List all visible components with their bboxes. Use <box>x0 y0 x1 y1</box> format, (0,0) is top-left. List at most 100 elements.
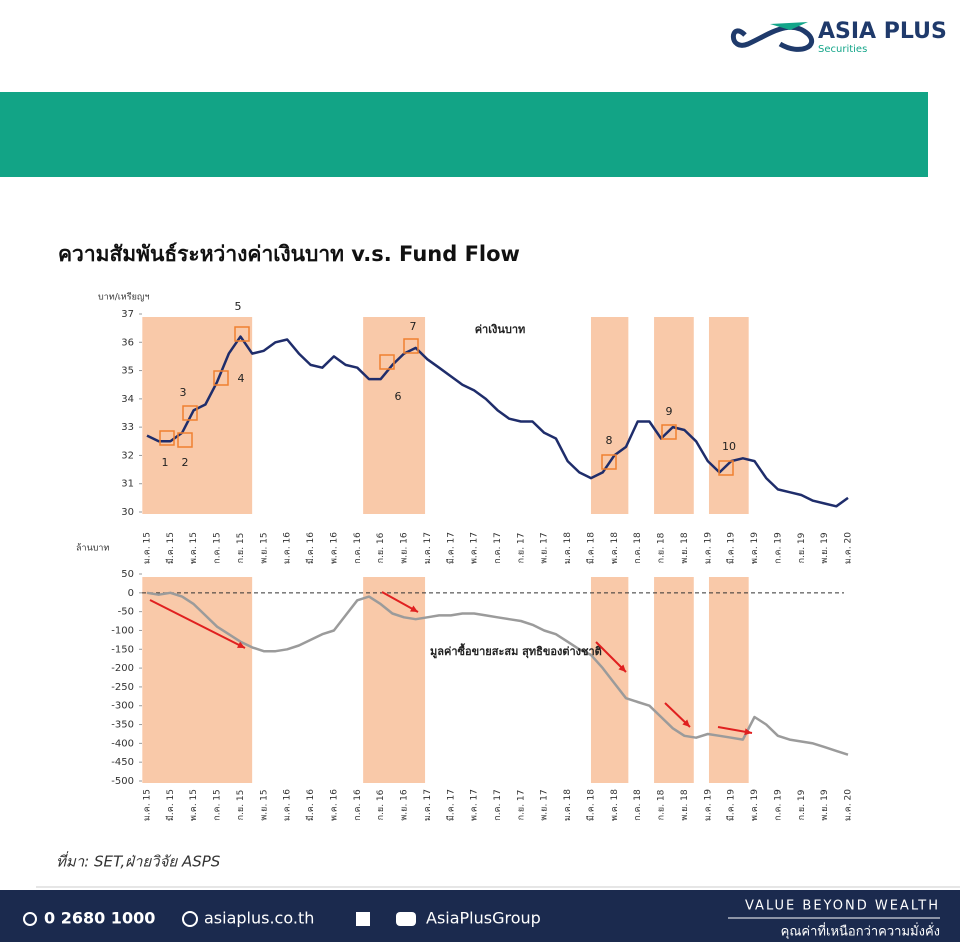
x-tick-label: ม.ค. 15 <box>143 532 153 564</box>
logo-text: ASIA PLUS <box>818 19 947 44</box>
x-tick-label: ม.ค. 15 <box>143 789 153 821</box>
x-tick-label: ก.ค. 16 <box>353 532 363 564</box>
x-tick-label: ก.ย. 19 <box>797 789 807 820</box>
annotation: 10 <box>722 440 736 453</box>
x-tick-label: ก.ย. 19 <box>797 532 807 563</box>
annotation: 4 <box>238 372 245 385</box>
logo-sub: Securities <box>818 44 867 55</box>
x-tick-label: ก.ย. 17 <box>516 533 526 564</box>
shaded-period <box>142 577 253 783</box>
annotation: 1 <box>162 456 169 469</box>
social-icon <box>356 912 370 926</box>
x-tick-label: ม.ค. 20 <box>844 532 854 564</box>
slogan-th: คุณค่าที่เหนือกว่าความมั่งคั่ง <box>781 923 940 940</box>
social: AsiaPlusGroup <box>426 909 541 928</box>
x-tick-label: พ.ย. 17 <box>540 789 550 820</box>
y-tick-label: -50 <box>118 607 134 618</box>
x-tick-label: มี.ค. 15 <box>165 789 176 821</box>
y-tick-label: -200 <box>111 663 134 674</box>
shaded-period <box>363 317 426 514</box>
phone: 0 2680 1000 <box>44 909 155 928</box>
x-tick-label: พ.ค. 15 <box>189 789 199 821</box>
x-tick-label: ก.ย. 16 <box>376 532 386 563</box>
x-tick-label: พ.ค. 17 <box>470 532 480 564</box>
annotation-box <box>177 432 193 448</box>
y-tick-label: -450 <box>111 757 134 768</box>
y-tick-label: 36 <box>121 337 134 348</box>
y-tick-label: 32 <box>121 450 134 461</box>
logo-mark <box>730 24 814 52</box>
annotation-box <box>379 354 395 370</box>
annotation: 5 <box>235 300 242 313</box>
slogan: VALUE BEYOND WEALTH <box>745 899 940 914</box>
y-tick-label: 30 <box>121 507 134 518</box>
shaded-period <box>363 577 426 783</box>
y-tick-label: -500 <box>111 776 134 787</box>
x-tick-label: พ.ย. 16 <box>400 789 410 821</box>
title: ความสัมพันธ์ระหว่างค่าเงินบาท v.s. Fund … <box>58 242 520 266</box>
x-tick-label: ก.ค. 17 <box>493 789 503 821</box>
y-tick-label: -300 <box>111 701 134 712</box>
annotation-box <box>159 430 175 446</box>
y-tick-label: -350 <box>111 720 134 731</box>
x-tick-label: พ.ย. 17 <box>540 532 550 563</box>
x-tick-label: พ.ย. 15 <box>259 789 269 820</box>
arrow-head <box>682 719 690 727</box>
x-tick-label: ก.ย. 15 <box>236 790 246 821</box>
footer <box>0 890 960 942</box>
shaded-period <box>654 577 694 783</box>
x-tick-label: ก.ย. 15 <box>236 533 246 564</box>
logo: ASIA PLUS Securities <box>730 19 947 55</box>
x-tick-label: ก.ค. 18 <box>633 789 643 821</box>
arrow-head <box>237 641 245 648</box>
x-tick-label: ก.ย. 16 <box>376 789 386 820</box>
shaded-period <box>708 317 749 514</box>
annotation-box <box>182 405 198 421</box>
annotation-box <box>234 326 250 342</box>
annotation: 7 <box>410 320 417 333</box>
shaded-period <box>590 317 629 514</box>
series-label: มูลค่าซื้อขายสะสม สุทธิของต่างชาติ <box>430 643 602 659</box>
x-tick-label: พ.ย. 18 <box>680 789 690 821</box>
x-tick-label: ก.ค. 19 <box>773 532 783 564</box>
y-axis-unit: บาท/เหรียญฯ <box>98 292 150 303</box>
x-tick-label: ก.ค. 15 <box>213 789 223 821</box>
banner <box>0 92 928 177</box>
x-tick-label: พ.ย. 19 <box>820 789 830 821</box>
x-tick-label: ม.ค. 19 <box>703 532 713 564</box>
annotation: 8 <box>606 434 613 447</box>
phone-icon <box>23 912 37 926</box>
x-tick-label: พ.ค. 18 <box>610 532 620 564</box>
x-tick-label: มี.ค. 18 <box>585 532 596 564</box>
x-tick-label: ม.ค. 16 <box>283 532 293 564</box>
x-tick-label: ก.ย. 18 <box>657 532 667 563</box>
logo-accent <box>770 22 808 30</box>
x-tick-label: มี.ค. 16 <box>305 789 316 821</box>
source: ที่มา: SET,ฝ่ายวิจัย ASPS <box>56 851 221 871</box>
y-axis-unit: ล้านบาท <box>76 543 109 554</box>
series-label: ค่าเงินบาท <box>475 323 526 336</box>
x-tick-label: ม.ค. 18 <box>563 789 573 821</box>
x-tick-label: ก.ค. 18 <box>633 532 643 564</box>
x-tick-label: มี.ค. 17 <box>445 789 456 821</box>
y-tick-label: 33 <box>121 422 134 433</box>
x-tick-label: มี.ค. 19 <box>726 532 737 564</box>
x-tick-label: พ.ย. 19 <box>820 532 830 564</box>
y-tick-label: 0 <box>128 588 134 599</box>
x-tick-label: ม.ค. 19 <box>703 789 713 821</box>
arrow-head <box>618 664 626 672</box>
y-tick-label: -100 <box>111 625 134 636</box>
arrow-head <box>744 728 752 736</box>
annotation-box <box>403 338 419 354</box>
annotation: 6 <box>395 390 402 403</box>
x-tick-label: ม.ค. 18 <box>563 532 573 564</box>
x-tick-label: ม.ค. 17 <box>423 789 433 821</box>
x-tick-label: ก.ย. 17 <box>516 790 526 821</box>
x-tick-label: ก.ค. 17 <box>493 532 503 564</box>
x-tick-label: มี.ค. 17 <box>445 532 456 564</box>
x-tick-label: พ.ค. 19 <box>750 789 760 821</box>
y-tick-label: 34 <box>121 394 134 405</box>
social-icon <box>396 912 416 926</box>
